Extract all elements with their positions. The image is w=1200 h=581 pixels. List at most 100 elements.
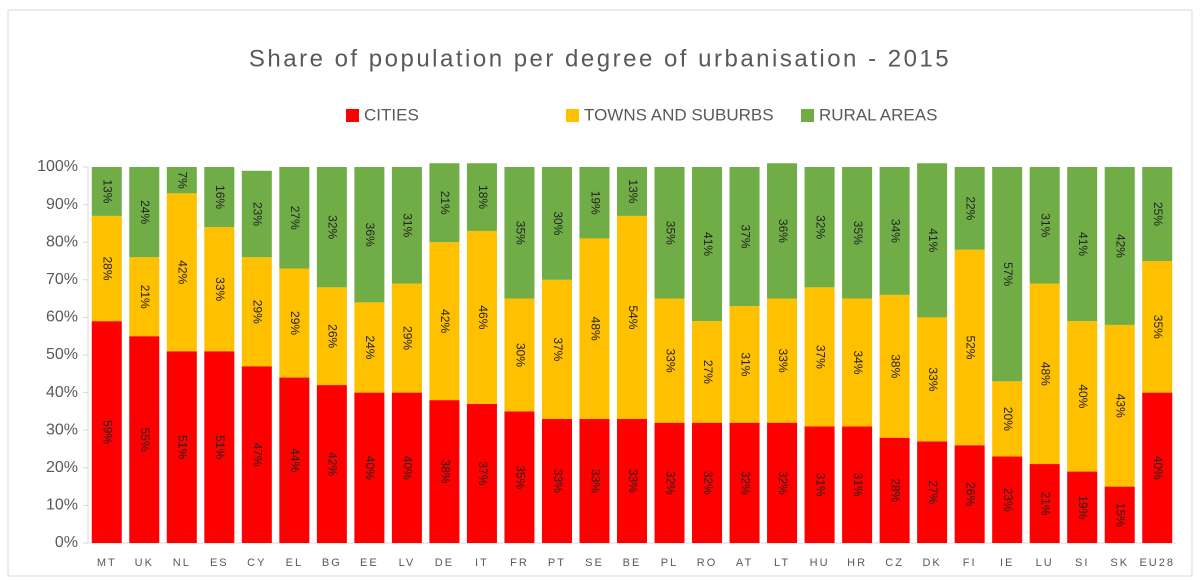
data-label: 23%	[251, 202, 265, 226]
bar-segment	[504, 411, 535, 543]
data-label: 40%	[363, 456, 377, 480]
bar-segment	[1142, 167, 1173, 261]
data-label: 35%	[663, 221, 677, 245]
data-label: 24%	[138, 200, 152, 224]
data-label: 27%	[926, 480, 940, 504]
data-label: 42%	[176, 260, 190, 284]
bar-segment	[316, 385, 347, 543]
data-label: 33%	[588, 469, 602, 493]
bar-segment	[842, 298, 873, 427]
x-tick-label: BG	[322, 557, 342, 569]
data-label: 13%	[101, 179, 115, 203]
data-label: 35%	[513, 465, 527, 489]
data-label: 20%	[1001, 407, 1015, 431]
bar-segment	[1104, 167, 1135, 325]
y-tick-label: 80%	[46, 233, 78, 250]
data-label: 34%	[888, 219, 902, 243]
bar-segment	[429, 242, 460, 401]
data-label: 35%	[1151, 315, 1165, 339]
x-tick-label: SK	[1110, 557, 1129, 569]
data-label: 24%	[363, 335, 377, 359]
bar-segment	[1067, 471, 1098, 543]
data-label: 31%	[738, 352, 752, 376]
data-label: 22%	[963, 196, 977, 220]
data-label: 36%	[776, 219, 790, 243]
data-label: 33%	[926, 367, 940, 391]
bar-segment	[729, 167, 760, 307]
bar-segment	[879, 437, 910, 543]
data-label: 33%	[663, 349, 677, 373]
bar-segment	[166, 193, 197, 352]
x-tick-label: LV	[399, 557, 416, 569]
bar-segment	[917, 441, 948, 543]
bar-segment	[1142, 261, 1173, 393]
data-label: 28%	[888, 478, 902, 502]
data-label: 31%	[1039, 213, 1053, 237]
data-label: 32%	[813, 215, 827, 239]
data-label: 31%	[851, 473, 865, 497]
x-tick-label: EE	[360, 557, 379, 569]
data-label: 35%	[513, 221, 527, 245]
y-tick-label: 70%	[46, 271, 78, 288]
bar-segment	[129, 336, 160, 543]
bar-segment	[767, 163, 798, 299]
bar-segment	[767, 422, 798, 543]
bar-segment	[579, 167, 610, 239]
data-label: 19%	[1076, 495, 1090, 519]
data-label: 29%	[288, 311, 302, 335]
data-label: 35%	[851, 221, 865, 245]
bar-segment	[504, 167, 535, 299]
bar-segment	[804, 287, 835, 427]
legend-label: CITIES	[364, 105, 419, 124]
y-tick-label: 100%	[37, 158, 78, 175]
data-label: 29%	[251, 300, 265, 324]
x-tick-label: HR	[847, 557, 867, 569]
bar-segment	[804, 426, 835, 543]
bar-segment	[166, 351, 197, 543]
data-label: 37%	[476, 461, 490, 485]
x-tick-label: FI	[963, 557, 977, 569]
data-label: 40%	[1076, 384, 1090, 408]
data-label: 33%	[776, 349, 790, 373]
bar-segment	[129, 167, 160, 258]
data-label: 21%	[1039, 492, 1053, 516]
bar-segment	[1142, 392, 1173, 543]
x-tick-label: NL	[173, 557, 191, 569]
x-tick-label: EU28	[1139, 557, 1175, 569]
bar-segment	[654, 422, 685, 543]
bar-segment	[692, 167, 723, 322]
data-label: 42%	[326, 452, 340, 476]
x-tick-label: SE	[585, 557, 604, 569]
bar-segment	[279, 377, 310, 543]
legend-swatch	[801, 109, 814, 122]
data-label: 26%	[326, 324, 340, 348]
x-tick-label: MT	[97, 557, 117, 569]
bar-segment	[579, 418, 610, 543]
data-label: 32%	[663, 471, 677, 495]
data-label: 40%	[401, 456, 415, 480]
data-label: 18%	[476, 185, 490, 209]
bar-segment	[879, 167, 910, 295]
bar-segment	[541, 279, 572, 419]
x-tick-label: CY	[247, 557, 266, 569]
y-tick-label: 60%	[46, 309, 78, 326]
data-label: 21%	[138, 285, 152, 309]
data-label: 32%	[776, 471, 790, 495]
data-label: 25%	[1151, 202, 1165, 226]
data-label: 16%	[213, 185, 227, 209]
data-label: 57%	[1001, 262, 1015, 286]
x-tick-label: RO	[697, 557, 718, 569]
bar-segment	[504, 298, 535, 412]
data-label: 43%	[1114, 394, 1128, 418]
bar-segment	[354, 392, 385, 543]
y-tick-label: 50%	[46, 346, 78, 363]
bar-segment	[91, 215, 122, 322]
data-label: 30%	[513, 343, 527, 367]
x-tick-label: DE	[435, 557, 454, 569]
bar-segment	[466, 403, 497, 543]
x-tick-label: ES	[210, 557, 229, 569]
data-label: 28%	[101, 257, 115, 281]
data-label: 27%	[701, 360, 715, 384]
